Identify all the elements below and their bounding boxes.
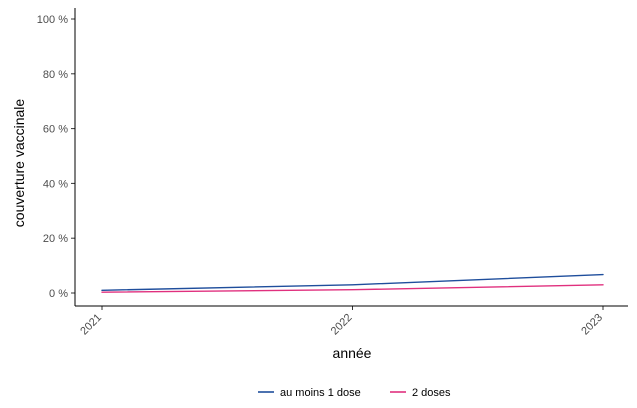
y-tick-label: 80 % (43, 69, 68, 81)
x-axis-ticks: 2021 2022 2023 (78, 306, 605, 337)
y-tick-label: 0 % (49, 288, 68, 300)
y-axis-title: couverture vaccinale (11, 99, 27, 228)
y-axis-ticks: 0 % 20 % 40 % 60 % 80 % 100 % (37, 14, 75, 300)
legend: au moins 1 dose 2 doses (258, 387, 451, 399)
y-tick-label: 60 % (43, 124, 68, 136)
series-line-at-least-one-dose (101, 273, 604, 291)
legend-label: 2 doses (412, 387, 451, 399)
x-tick-label: 2023 (579, 312, 605, 338)
y-tick-label: 40 % (43, 178, 68, 190)
y-tick-label: 100 % (37, 14, 68, 26)
x-axis-title: année (333, 345, 372, 361)
series-lines (101, 273, 604, 293)
x-tick-label: 2021 (78, 312, 104, 338)
series-line-two-doses (101, 284, 604, 293)
legend-label: au moins 1 dose (280, 387, 361, 399)
x-tick-label: 2022 (329, 312, 355, 338)
y-tick-label: 20 % (43, 233, 68, 245)
